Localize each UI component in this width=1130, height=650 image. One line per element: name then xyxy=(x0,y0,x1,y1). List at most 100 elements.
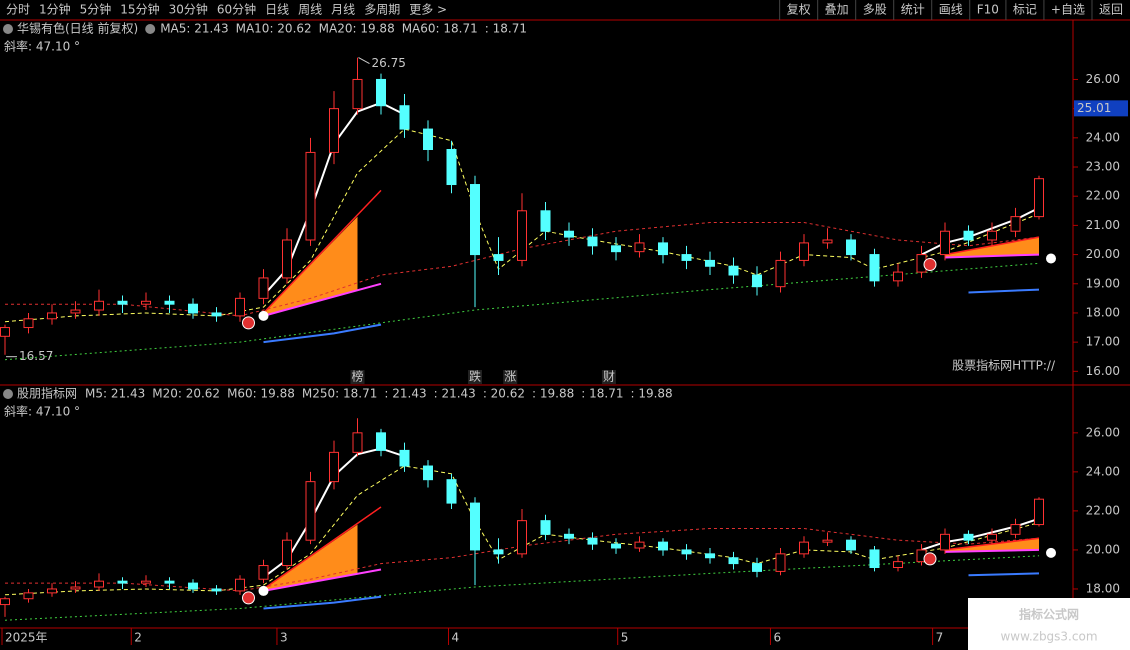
candle-body xyxy=(23,592,34,600)
tool-button[interactable]: 多股 xyxy=(863,3,887,17)
period-tab[interactable]: 15分钟 xyxy=(120,2,159,17)
period-tab[interactable]: 周线 xyxy=(298,3,322,17)
watermark-title: 指标公式网 xyxy=(1019,607,1079,622)
candle-body xyxy=(1034,498,1044,526)
y-tick-label: 22.00 xyxy=(1086,503,1120,517)
candle-body xyxy=(940,230,950,256)
indicator-line xyxy=(262,189,1040,314)
period-tab[interactable]: 1分钟 xyxy=(39,2,71,17)
x-tick-label: 7 xyxy=(936,631,944,645)
candle-body xyxy=(47,588,57,594)
y-tick-label: 21.00 xyxy=(1086,218,1120,232)
candle-body xyxy=(658,242,668,256)
candle-body xyxy=(94,300,104,311)
candle-body xyxy=(869,254,880,282)
buy-badge xyxy=(242,316,255,330)
candle-body xyxy=(775,259,786,288)
watermark-box xyxy=(968,598,1130,650)
candle-body xyxy=(705,259,715,267)
tool-button[interactable]: 统计 xyxy=(901,3,925,17)
candle-body xyxy=(705,553,715,559)
period-tab[interactable]: 60分钟 xyxy=(217,2,256,17)
candle-body xyxy=(963,533,974,541)
y-tick-label: 20.00 xyxy=(1086,247,1120,261)
tool-button[interactable]: +自选 xyxy=(1051,3,1085,17)
candle-body xyxy=(893,271,903,282)
settings-icon[interactable] xyxy=(145,24,156,34)
legend-entry: MA10: 20.62 xyxy=(236,22,312,36)
candle-body xyxy=(1010,216,1021,232)
candle-body xyxy=(587,236,598,247)
legend-entry: : 21.43 xyxy=(384,387,426,401)
candle-body xyxy=(728,265,739,276)
candle-body xyxy=(305,151,316,241)
y-tick-label: 23.00 xyxy=(1086,160,1120,174)
candle-body xyxy=(399,449,410,467)
candle-body xyxy=(987,230,997,241)
tool-button[interactable]: 画线 xyxy=(939,3,963,17)
candle-body xyxy=(0,327,10,337)
candle-body xyxy=(329,451,339,483)
candle-body xyxy=(282,239,292,279)
legend-toggle[interactable] xyxy=(3,389,13,399)
legend-entry: MA5: 21.43 xyxy=(160,22,228,36)
tool-button[interactable]: 标记 xyxy=(1013,3,1037,17)
event-marker[interactable]: 涨 xyxy=(504,369,516,384)
y-tick-label: 20.00 xyxy=(1086,542,1120,556)
event-marker[interactable]: 财 xyxy=(603,370,615,384)
candle-body xyxy=(517,210,527,261)
period-tab[interactable]: 5分钟 xyxy=(80,2,112,17)
slope-label: 斜率: 47.10 ° xyxy=(4,39,80,54)
legend-entry: M60: 19.88 xyxy=(227,387,295,401)
legend-entry: MA60: 18.71 xyxy=(402,22,478,36)
y-tick-label: 16.00 xyxy=(1086,364,1120,378)
y-tick-label: 24.00 xyxy=(1086,464,1120,478)
tool-button[interactable]: 复权 xyxy=(787,3,811,17)
tool-button[interactable]: 叠加 xyxy=(825,3,849,17)
candle-body xyxy=(493,254,504,261)
signal-dot xyxy=(258,585,269,596)
candle-body xyxy=(963,230,974,241)
period-tab[interactable]: 月线 xyxy=(331,3,355,17)
candle-body xyxy=(352,78,363,110)
event-marker[interactable]: 榜 xyxy=(351,369,363,384)
period-tab[interactable]: 分时 xyxy=(6,3,30,17)
candle-body xyxy=(470,502,480,551)
event-marker-box xyxy=(350,370,365,384)
candle-body xyxy=(493,549,504,555)
panel-title: 股朋指标网 xyxy=(17,386,77,401)
candle-body xyxy=(470,184,480,256)
candle-body xyxy=(728,557,739,565)
y-tick-label: 17.00 xyxy=(1086,335,1120,349)
period-tab[interactable]: 多周期 xyxy=(364,3,400,17)
event-marker[interactable]: 跌 xyxy=(469,369,481,384)
legend-toggle[interactable] xyxy=(3,24,13,34)
period-tab[interactable]: 更多 > xyxy=(409,3,447,17)
period-tab[interactable]: 30分钟 xyxy=(169,2,208,17)
event-marker-box xyxy=(468,370,482,384)
legend-entry: M5: 21.43 xyxy=(85,387,145,401)
period-tab[interactable]: 日线 xyxy=(265,3,289,17)
candle-body xyxy=(70,309,81,314)
candle-body xyxy=(0,598,10,606)
candle-body xyxy=(94,580,104,588)
candle-body xyxy=(517,520,527,555)
candle-body xyxy=(329,108,339,153)
x-tick-label: 6 xyxy=(773,631,781,645)
candle-body xyxy=(987,533,997,541)
legend-entry: : 18.71 xyxy=(485,22,527,36)
candle-body xyxy=(564,533,574,539)
tool-button[interactable]: 返回 xyxy=(1099,3,1123,17)
candle-body xyxy=(305,481,316,541)
candle-body xyxy=(587,537,598,545)
signal-dot xyxy=(1046,547,1056,558)
candle-body xyxy=(211,588,222,592)
candle-body xyxy=(70,586,81,590)
legend-entry: : 21.43 xyxy=(434,387,476,401)
event-marker-box xyxy=(503,370,518,384)
candle-body xyxy=(235,578,245,592)
y-tick-label: 24.00 xyxy=(1086,130,1120,144)
candle-body xyxy=(681,254,692,261)
tool-button[interactable]: F10 xyxy=(977,3,999,17)
